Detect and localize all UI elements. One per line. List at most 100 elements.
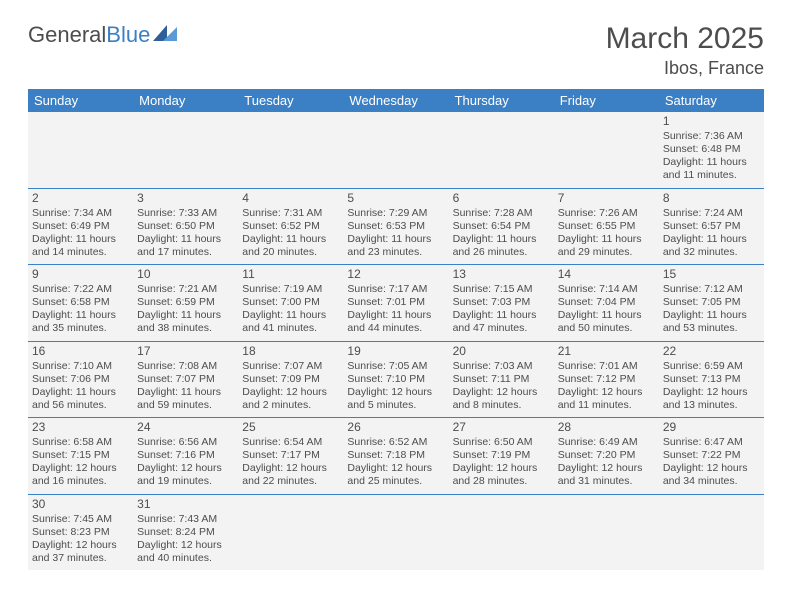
daylight-text-1: Daylight: 11 hours [558, 233, 655, 246]
weekday-header: Wednesday [343, 89, 448, 112]
daylight-text-2: and 59 minutes. [137, 399, 234, 412]
daylight-text-1: Daylight: 11 hours [558, 309, 655, 322]
daylight-text-2: and 25 minutes. [347, 475, 444, 488]
logo-icon [153, 21, 179, 47]
calendar-day-cell: 3Sunrise: 7:33 AMSunset: 6:50 PMDaylight… [133, 188, 238, 265]
calendar-day-cell: 31Sunrise: 7:43 AMSunset: 8:24 PMDayligh… [133, 494, 238, 570]
sunset-text: Sunset: 7:17 PM [242, 449, 339, 462]
daylight-text-1: Daylight: 11 hours [347, 233, 444, 246]
daylight-text-1: Daylight: 11 hours [663, 309, 760, 322]
sunset-text: Sunset: 6:59 PM [137, 296, 234, 309]
daylight-text-1: Daylight: 12 hours [663, 386, 760, 399]
sunrise-text: Sunrise: 7:08 AM [137, 360, 234, 373]
day-number: 25 [242, 420, 339, 435]
calendar-body: 1Sunrise: 7:36 AMSunset: 6:48 PMDaylight… [28, 112, 764, 570]
daylight-text-2: and 44 minutes. [347, 322, 444, 335]
sunset-text: Sunset: 6:52 PM [242, 220, 339, 233]
daylight-text-2: and 14 minutes. [32, 246, 129, 259]
daylight-text-2: and 41 minutes. [242, 322, 339, 335]
sunset-text: Sunset: 7:22 PM [663, 449, 760, 462]
sunset-text: Sunset: 7:12 PM [558, 373, 655, 386]
sunset-text: Sunset: 7:18 PM [347, 449, 444, 462]
calendar-day-cell: 8Sunrise: 7:24 AMSunset: 6:57 PMDaylight… [659, 188, 764, 265]
calendar-day-cell [238, 112, 343, 188]
daylight-text-2: and 40 minutes. [137, 552, 234, 565]
daylight-text-1: Daylight: 12 hours [558, 386, 655, 399]
day-number: 12 [347, 267, 444, 282]
day-number: 17 [137, 344, 234, 359]
sunrise-text: Sunrise: 7:36 AM [663, 130, 760, 143]
daylight-text-2: and 47 minutes. [453, 322, 550, 335]
calendar-table: SundayMondayTuesdayWednesdayThursdayFrid… [28, 89, 764, 570]
daylight-text-2: and 11 minutes. [663, 169, 760, 182]
sunset-text: Sunset: 7:06 PM [32, 373, 129, 386]
day-number: 29 [663, 420, 760, 435]
calendar-day-cell: 20Sunrise: 7:03 AMSunset: 7:11 PMDayligh… [449, 341, 554, 418]
header: GeneralBlue March 2025 Ibos, France [28, 22, 764, 79]
daylight-text-1: Daylight: 12 hours [347, 462, 444, 475]
day-number: 24 [137, 420, 234, 435]
calendar-week-row: 30Sunrise: 7:45 AMSunset: 8:23 PMDayligh… [28, 494, 764, 570]
calendar-day-cell: 11Sunrise: 7:19 AMSunset: 7:00 PMDayligh… [238, 265, 343, 342]
sunset-text: Sunset: 7:03 PM [453, 296, 550, 309]
sunrise-text: Sunrise: 7:07 AM [242, 360, 339, 373]
sunrise-text: Sunrise: 6:54 AM [242, 436, 339, 449]
calendar-page: GeneralBlue March 2025 Ibos, France Sund… [0, 0, 792, 580]
sunrise-text: Sunrise: 7:29 AM [347, 207, 444, 220]
sunrise-text: Sunrise: 6:50 AM [453, 436, 550, 449]
sunset-text: Sunset: 7:13 PM [663, 373, 760, 386]
daylight-text-2: and 26 minutes. [453, 246, 550, 259]
calendar-day-cell: 17Sunrise: 7:08 AMSunset: 7:07 PMDayligh… [133, 341, 238, 418]
location: Ibos, France [606, 58, 764, 79]
day-number: 10 [137, 267, 234, 282]
weekday-header: Sunday [28, 89, 133, 112]
daylight-text-1: Daylight: 12 hours [242, 462, 339, 475]
daylight-text-2: and 17 minutes. [137, 246, 234, 259]
daylight-text-1: Daylight: 12 hours [453, 386, 550, 399]
sunset-text: Sunset: 7:05 PM [663, 296, 760, 309]
sunrise-text: Sunrise: 7:03 AM [453, 360, 550, 373]
calendar-day-cell: 12Sunrise: 7:17 AMSunset: 7:01 PMDayligh… [343, 265, 448, 342]
daylight-text-2: and 19 minutes. [137, 475, 234, 488]
calendar-day-cell: 28Sunrise: 6:49 AMSunset: 7:20 PMDayligh… [554, 418, 659, 495]
daylight-text-2: and 34 minutes. [663, 475, 760, 488]
sunrise-text: Sunrise: 7:01 AM [558, 360, 655, 373]
calendar-day-cell: 24Sunrise: 6:56 AMSunset: 7:16 PMDayligh… [133, 418, 238, 495]
sunset-text: Sunset: 7:04 PM [558, 296, 655, 309]
daylight-text-2: and 32 minutes. [663, 246, 760, 259]
calendar-day-cell: 21Sunrise: 7:01 AMSunset: 7:12 PMDayligh… [554, 341, 659, 418]
weekday-header: Friday [554, 89, 659, 112]
calendar-day-cell: 29Sunrise: 6:47 AMSunset: 7:22 PMDayligh… [659, 418, 764, 495]
sunset-text: Sunset: 6:55 PM [558, 220, 655, 233]
calendar-day-cell: 16Sunrise: 7:10 AMSunset: 7:06 PMDayligh… [28, 341, 133, 418]
sunset-text: Sunset: 7:11 PM [453, 373, 550, 386]
day-number: 3 [137, 191, 234, 206]
sunset-text: Sunset: 6:50 PM [137, 220, 234, 233]
day-number: 4 [242, 191, 339, 206]
sunrise-text: Sunrise: 7:14 AM [558, 283, 655, 296]
sunrise-text: Sunrise: 6:47 AM [663, 436, 760, 449]
day-number: 18 [242, 344, 339, 359]
daylight-text-2: and 11 minutes. [558, 399, 655, 412]
calendar-day-cell [28, 112, 133, 188]
calendar-day-cell [449, 494, 554, 570]
day-number: 9 [32, 267, 129, 282]
calendar-header-row: SundayMondayTuesdayWednesdayThursdayFrid… [28, 89, 764, 112]
sunset-text: Sunset: 8:24 PM [137, 526, 234, 539]
calendar-week-row: 16Sunrise: 7:10 AMSunset: 7:06 PMDayligh… [28, 341, 764, 418]
daylight-text-2: and 37 minutes. [32, 552, 129, 565]
sunset-text: Sunset: 6:53 PM [347, 220, 444, 233]
daylight-text-2: and 28 minutes. [453, 475, 550, 488]
day-number: 13 [453, 267, 550, 282]
calendar-day-cell: 10Sunrise: 7:21 AMSunset: 6:59 PMDayligh… [133, 265, 238, 342]
daylight-text-1: Daylight: 11 hours [137, 233, 234, 246]
daylight-text-1: Daylight: 11 hours [242, 309, 339, 322]
daylight-text-2: and 31 minutes. [558, 475, 655, 488]
title-block: March 2025 Ibos, France [606, 22, 764, 79]
calendar-week-row: 2Sunrise: 7:34 AMSunset: 6:49 PMDaylight… [28, 188, 764, 265]
month-title: March 2025 [606, 22, 764, 56]
sunset-text: Sunset: 6:57 PM [663, 220, 760, 233]
day-number: 8 [663, 191, 760, 206]
day-number: 11 [242, 267, 339, 282]
daylight-text-2: and 13 minutes. [663, 399, 760, 412]
